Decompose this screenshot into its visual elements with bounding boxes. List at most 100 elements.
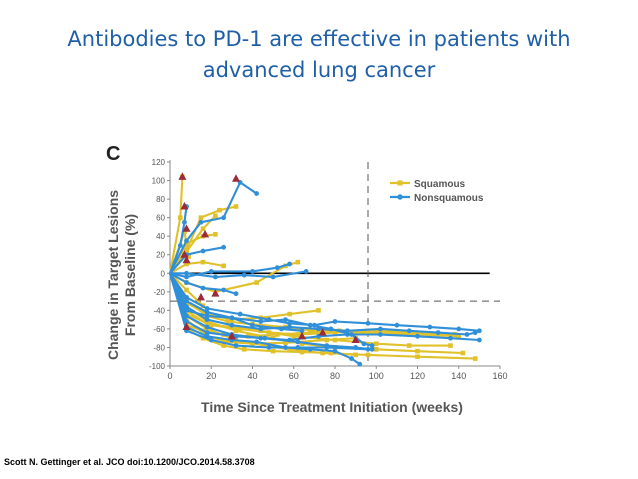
data-point [464, 332, 470, 337]
data-point [476, 328, 482, 334]
data-point [184, 280, 189, 285]
progression-triangle [227, 331, 236, 340]
data-point [229, 315, 235, 321]
data-point [295, 332, 301, 337]
y-axis-label-line-2: From Baseline (%) [122, 214, 138, 336]
data-point [184, 307, 189, 313]
series-squamous [168, 259, 226, 275]
data-point [373, 347, 379, 352]
data-point [316, 308, 321, 313]
data-point [472, 356, 478, 361]
data-point [241, 272, 247, 278]
x-tick-label: 120 [410, 371, 425, 381]
progression-triangle [180, 250, 189, 258]
series-nonsquamous [168, 180, 260, 275]
x-axis-label: Time Since Treatment Initiation (weeks) [201, 399, 463, 415]
data-point [233, 204, 239, 209]
data-point [184, 241, 189, 246]
y-tick-label: -40 [153, 306, 165, 315]
data-point [221, 215, 227, 221]
data-point [332, 330, 338, 335]
data-point [328, 326, 334, 332]
data-point [299, 328, 305, 334]
data-point [369, 346, 375, 352]
series-line [168, 261, 225, 275]
data-point [208, 337, 214, 343]
progression-triangle [182, 224, 191, 232]
data-point [217, 207, 222, 213]
data-point [373, 328, 379, 334]
data-point [250, 341, 255, 347]
data-point [411, 330, 416, 335]
data-point [324, 337, 330, 343]
data-point [184, 247, 189, 253]
data-point [448, 343, 453, 348]
data-point [365, 346, 371, 352]
progression-triangle [351, 335, 360, 344]
data-point [394, 331, 400, 336]
data-point [258, 326, 264, 332]
series-line [168, 181, 258, 275]
y-axis-label-line-1: Change in Target Lesions [105, 190, 121, 360]
series-line [168, 246, 225, 275]
x-tick-label: 80 [330, 371, 340, 381]
data-point [208, 269, 214, 274]
data-point [406, 343, 412, 348]
data-point [250, 322, 255, 328]
progression-triangle [232, 174, 240, 182]
data-point [229, 322, 235, 328]
data-point [287, 261, 293, 267]
data-point [332, 348, 338, 354]
data-point [377, 332, 383, 337]
data-point [184, 287, 189, 293]
series-layer [168, 174, 482, 367]
series-line [168, 272, 361, 366]
data-point [328, 350, 334, 356]
series-nonsquamous [168, 269, 309, 280]
data-point [312, 328, 317, 334]
x-tick-label: 40 [247, 371, 257, 381]
data-point [377, 326, 383, 332]
data-point [233, 328, 239, 334]
series-line [168, 205, 188, 275]
data-point [373, 341, 379, 347]
data-point [184, 261, 189, 267]
y-tick-label: 80 [156, 195, 165, 204]
data-point [369, 343, 375, 348]
data-point [287, 311, 292, 317]
data-point [278, 326, 284, 332]
data-point [237, 326, 243, 332]
data-point [204, 309, 210, 315]
series-squamous [168, 204, 239, 275]
data-point [262, 343, 268, 348]
data-point [241, 347, 247, 352]
data-point [221, 263, 226, 269]
data-point [460, 350, 466, 356]
series-nonsquamous [168, 272, 305, 334]
data-point [324, 345, 330, 350]
data-point [204, 324, 210, 330]
data-point [299, 341, 305, 347]
data-point [274, 332, 280, 337]
y-tick-label: 0 [161, 269, 166, 278]
data-point [221, 244, 227, 250]
data-point [200, 285, 206, 291]
y-tick-label: -100 [149, 362, 166, 371]
data-point [365, 352, 371, 358]
data-point [307, 322, 313, 328]
data-point [448, 335, 453, 341]
data-point [307, 330, 313, 335]
y-tick-label: 40 [156, 232, 165, 241]
data-point [200, 226, 206, 232]
x-tick-label: 0 [167, 371, 172, 381]
data-point [299, 349, 305, 355]
series-nonsquamous [168, 261, 293, 280]
data-point [200, 335, 206, 341]
progression-triangle [180, 202, 189, 210]
data-point [213, 213, 218, 219]
data-point [456, 334, 462, 339]
data-point [435, 330, 441, 336]
data-point [295, 259, 301, 265]
data-point [303, 269, 309, 274]
